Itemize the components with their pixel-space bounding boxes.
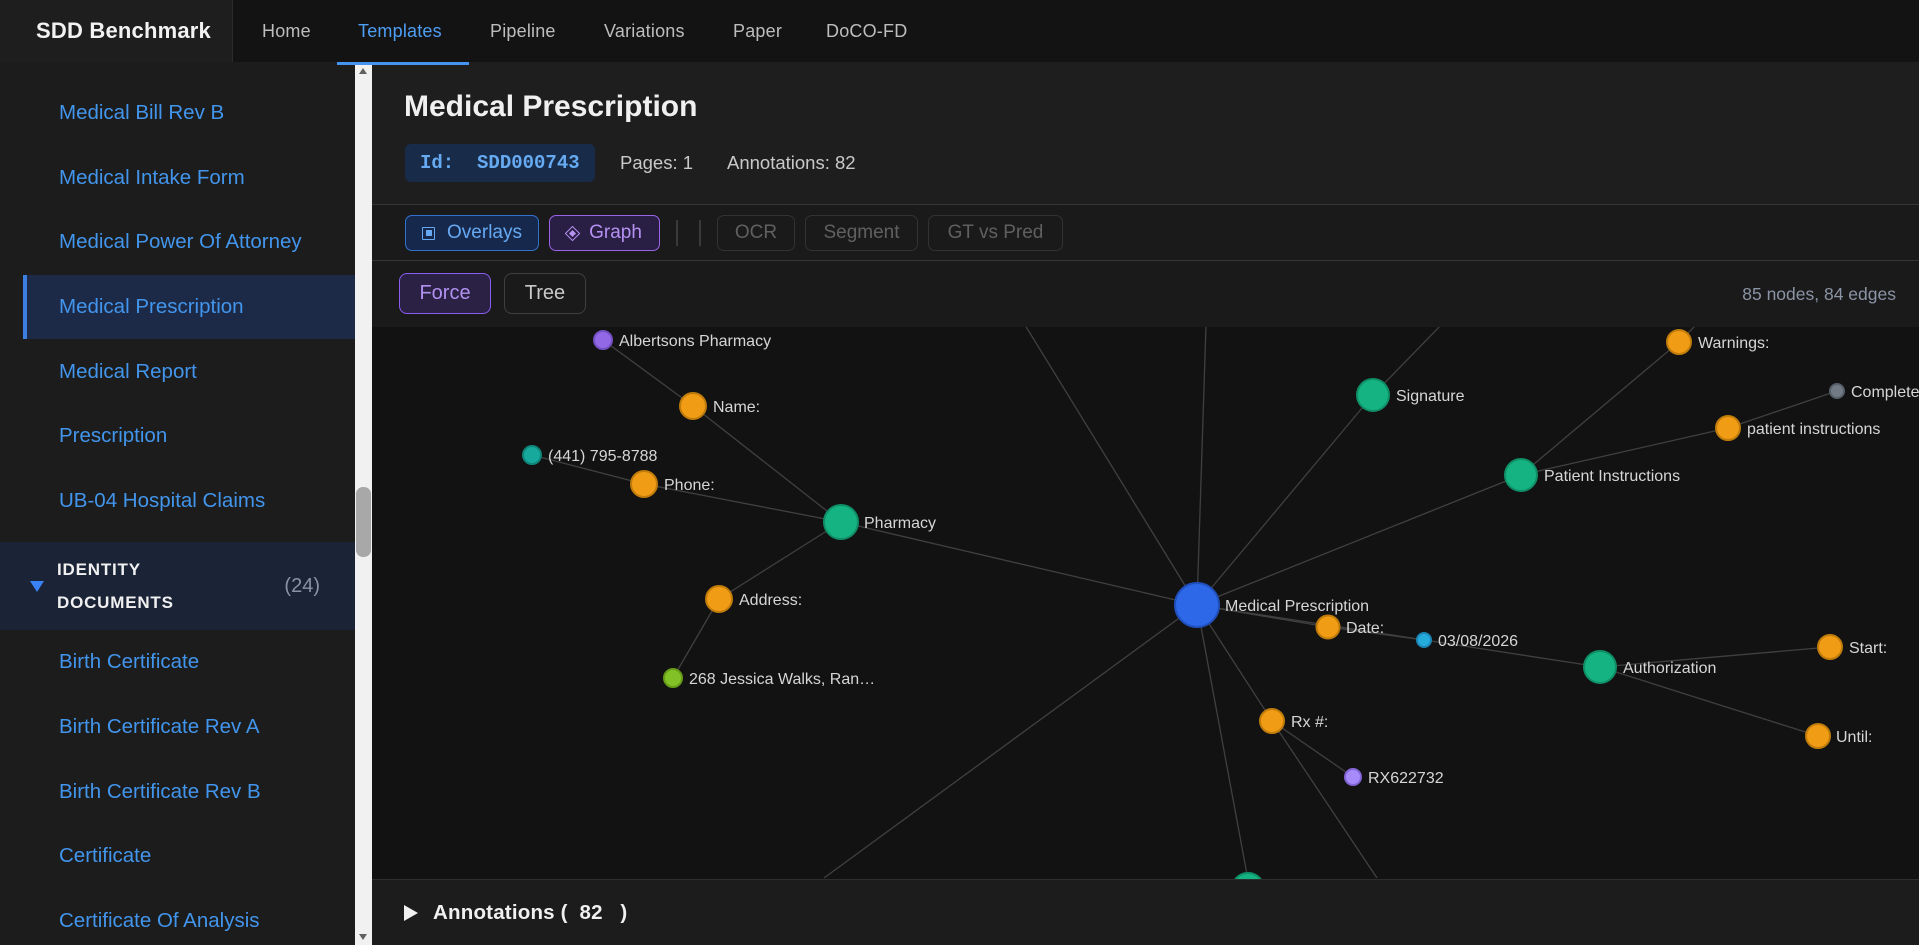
svg-text:268 Jessica Walks, Ran…: 268 Jessica Walks, Ran… — [689, 671, 875, 688]
svg-text:RX622732: RX622732 — [1368, 770, 1444, 787]
svg-text:patient instructions: patient instructions — [1747, 421, 1880, 438]
svg-text:Patient Instructions: Patient Instructions — [1544, 468, 1680, 485]
svg-text:(441) 795-8788: (441) 795-8788 — [548, 448, 658, 465]
svg-text:Warnings:: Warnings: — [1698, 335, 1769, 352]
svg-text:Signature: Signature — [1396, 388, 1465, 405]
svg-text:Name:: Name: — [713, 399, 760, 416]
svg-text:03/08/2026: 03/08/2026 — [1438, 633, 1518, 650]
svg-text:Start:: Start: — [1849, 640, 1887, 657]
svg-text:Phone:: Phone: — [664, 477, 715, 494]
svg-text:Authorization: Authorization — [1623, 660, 1716, 677]
svg-text:Albertsons Pharmacy: Albertsons Pharmacy — [619, 333, 771, 350]
svg-text:Pharmacy: Pharmacy — [864, 515, 936, 532]
svg-text:Rx #:: Rx #: — [1291, 714, 1328, 731]
svg-text:Address:: Address: — [739, 592, 802, 609]
svg-text:Medical Prescription: Medical Prescription — [1225, 598, 1369, 615]
svg-text:Complete: Complete — [1851, 384, 1919, 401]
svg-text:Date:: Date: — [1346, 620, 1384, 637]
svg-text:Until:: Until: — [1836, 729, 1872, 746]
